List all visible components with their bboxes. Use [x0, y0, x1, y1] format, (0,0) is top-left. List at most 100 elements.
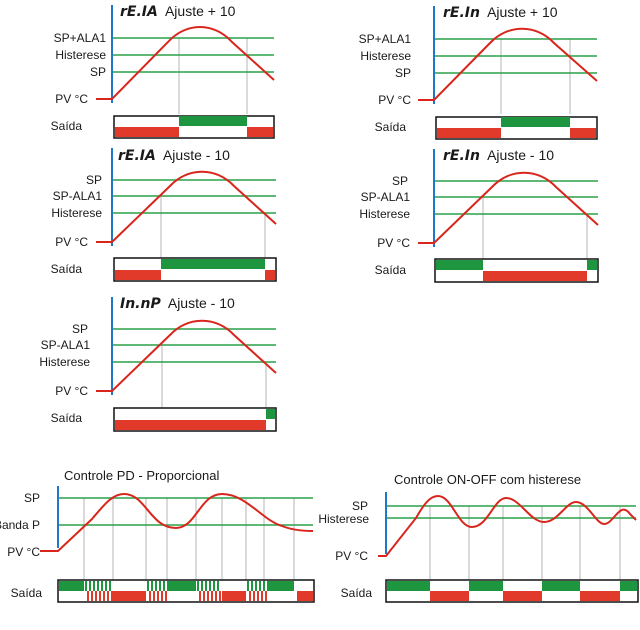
level-label: Histerese — [39, 355, 90, 369]
output-segment — [115, 270, 161, 280]
svg-text:rE.IA Ajuste + 10: rE.IA Ajuste + 10 — [120, 3, 236, 20]
output-segment — [267, 581, 294, 591]
mode-code: rE.In — [443, 148, 480, 164]
level-label: Histerese — [318, 512, 369, 526]
pv-curve — [96, 319, 277, 392]
output-segment — [265, 270, 275, 280]
level-label: Histerese — [55, 48, 106, 62]
pulse-mark — [163, 581, 165, 591]
svg-text:In.nP Ajuste - 10: In.nP Ajuste - 10 — [120, 295, 235, 312]
output-segment — [266, 409, 275, 419]
output-segment — [179, 116, 247, 126]
pulse-mark — [213, 581, 215, 591]
output-segment — [483, 271, 587, 281]
level-label: SP+ALA1 — [359, 32, 412, 46]
pv-curve — [378, 494, 637, 557]
pv-label: PV °C — [377, 236, 410, 250]
output-segment — [580, 591, 620, 601]
output-segment — [620, 581, 637, 591]
pulse-mark — [201, 581, 203, 591]
mode-code: rE.IA — [120, 4, 158, 20]
pulse-mark — [153, 591, 155, 601]
output-segment — [437, 128, 501, 138]
pulse-mark — [161, 591, 163, 601]
output-segment — [503, 591, 542, 601]
pulse-mark — [149, 591, 151, 601]
pv-label: PV °C — [55, 92, 88, 106]
diagram-rein-minus: rE.In Ajuste - 10 SP SP-ALA1 Histerese P… — [359, 147, 599, 283]
output-segment — [222, 591, 246, 601]
output-segment — [115, 420, 266, 430]
level-label: Banda P — [0, 518, 40, 532]
pulse-mark — [93, 581, 95, 591]
output-segment — [430, 591, 469, 601]
pv-label: PV °C — [335, 549, 368, 563]
svg-text:rE.In Ajuste - 10: rE.In Ajuste - 10 — [443, 147, 554, 164]
level-label: SP — [24, 491, 40, 505]
svg-text:rE.IA Ajuste - 10: rE.IA Ajuste - 10 — [118, 147, 230, 164]
output-segment — [570, 128, 596, 138]
diagram-title: Controle PD - Proporcional — [64, 468, 219, 483]
output-label: Saída — [341, 586, 373, 600]
output-segment — [542, 581, 580, 591]
pulse-mark — [247, 581, 249, 591]
pulse-mark — [249, 591, 251, 601]
output-segment — [501, 117, 570, 127]
level-label: Histerese — [51, 206, 102, 220]
pulse-mark — [147, 581, 149, 591]
pulse-mark — [265, 591, 267, 601]
pulse-mark — [255, 581, 257, 591]
pulse-mark — [259, 581, 261, 591]
output-segment — [469, 581, 503, 591]
level-label: SP-ALA1 — [53, 189, 103, 203]
pulse-mark — [197, 581, 199, 591]
output-segment — [587, 260, 597, 270]
mode-code: In.nP — [120, 296, 161, 312]
output-label: Saída — [375, 120, 407, 134]
onoff-output — [387, 581, 637, 601]
pulse-mark — [151, 581, 153, 591]
output-segment — [247, 127, 273, 137]
diagram-onoff: Controle ON-OFF com histerese SP Histere… — [318, 472, 639, 603]
pv-curve — [40, 492, 314, 552]
mode-code: rE.In — [443, 5, 480, 21]
diagram-title: Ajuste - 10 — [163, 147, 230, 163]
level-label: SP — [395, 66, 411, 80]
pulse-mark — [95, 591, 97, 601]
svg-text:rE.In Ajuste + 10: rE.In Ajuste + 10 — [443, 4, 558, 21]
pv-curve — [418, 171, 599, 244]
diagram-rein-plus: rE.In Ajuste + 10 SP+ALA1 Histerese SP P… — [359, 4, 598, 140]
pulse-mark — [215, 591, 217, 601]
pv-label: PV °C — [378, 93, 411, 107]
level-label: SP — [90, 65, 106, 79]
level-label: SP-ALA1 — [41, 338, 91, 352]
diagram-title: Ajuste - 10 — [168, 295, 235, 311]
output-segment — [167, 581, 196, 591]
pulse-mark — [85, 581, 87, 591]
pulse-mark — [165, 591, 167, 601]
pulse-mark — [261, 591, 263, 601]
pulse-mark — [89, 581, 91, 591]
pulse-mark — [217, 581, 219, 591]
pulse-mark — [253, 591, 255, 601]
pulse-mark — [263, 581, 265, 591]
pwm-output — [59, 581, 313, 601]
pulse-mark — [101, 581, 103, 591]
pv-label: PV °C — [7, 545, 40, 559]
pulse-mark — [211, 591, 213, 601]
diagram-title: Ajuste - 10 — [487, 147, 554, 163]
level-label: SP — [86, 173, 102, 187]
pulse-mark — [251, 581, 253, 591]
output-segment — [113, 591, 146, 601]
pv-label: PV °C — [55, 384, 88, 398]
pulse-mark — [91, 591, 93, 601]
diagram-reva-minus: rE.IA Ajuste - 10 SP SP-ALA1 Histerese P… — [51, 147, 277, 282]
output-label: Saída — [11, 586, 43, 600]
output-segment — [59, 581, 84, 591]
pv-curve — [96, 170, 277, 243]
pulse-mark — [99, 591, 101, 601]
level-label: SP-ALA1 — [361, 190, 411, 204]
pulse-mark — [257, 591, 259, 601]
pv-label: PV °C — [55, 235, 88, 249]
output-label: Saída — [375, 263, 407, 277]
